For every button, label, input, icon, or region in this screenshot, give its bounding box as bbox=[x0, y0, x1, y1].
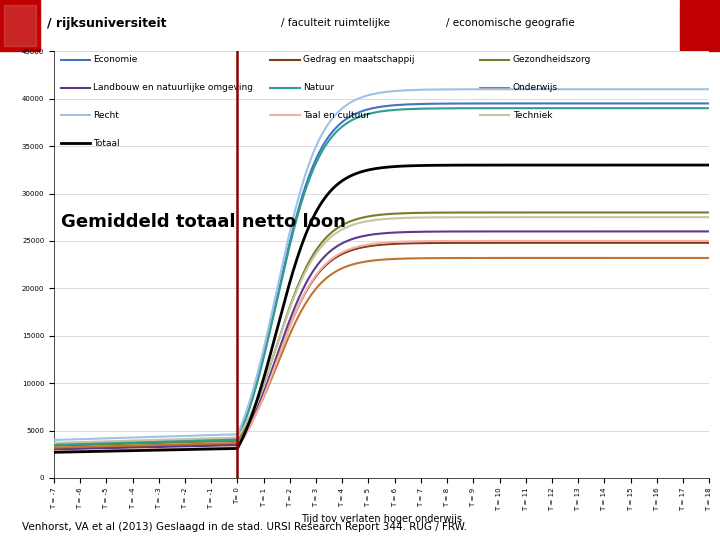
Text: Natuur: Natuur bbox=[303, 83, 334, 92]
Text: Venhorst, VA et al (2013) Geslaagd in de stad. URSI Research Report 344. RUG / F: Venhorst, VA et al (2013) Geslaagd in de… bbox=[22, 522, 467, 531]
Text: Totaal: Totaal bbox=[94, 139, 120, 147]
Text: Gezondheidszorg: Gezondheidszorg bbox=[513, 55, 591, 64]
Bar bbox=[4, 5, 36, 46]
Text: Economie: Economie bbox=[94, 55, 138, 64]
X-axis label: Tijd tov verlaten hoger onderwijs: Tijd tov verlaten hoger onderwijs bbox=[301, 514, 462, 524]
Text: Landbouw en natuurlijke omgeving: Landbouw en natuurlijke omgeving bbox=[94, 83, 253, 92]
Text: Recht: Recht bbox=[94, 111, 120, 120]
Text: Techniek: Techniek bbox=[513, 111, 552, 120]
Text: / economische geografie: / economische geografie bbox=[446, 18, 575, 28]
Text: Gedrag en maatschappij: Gedrag en maatschappij bbox=[303, 55, 415, 64]
Text: Taal en cultuur: Taal en cultuur bbox=[303, 111, 370, 120]
Text: Onderwijs: Onderwijs bbox=[513, 83, 558, 92]
Text: / faculteit ruimtelijke: / faculteit ruimtelijke bbox=[281, 18, 390, 28]
Bar bbox=[680, 0, 720, 51]
Text: / rijksuniversiteit: / rijksuniversiteit bbox=[47, 17, 166, 30]
Bar bbox=[0, 0, 40, 51]
Text: Gemiddeld totaal netto loon: Gemiddeld totaal netto loon bbox=[60, 213, 346, 231]
